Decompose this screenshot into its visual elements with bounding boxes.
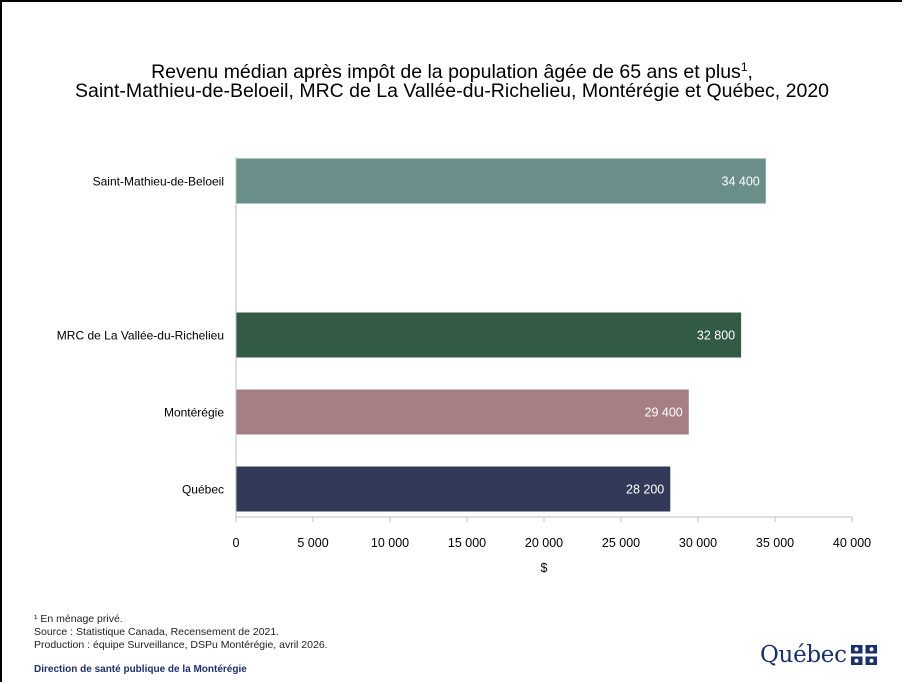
bar-value-label: 34 400	[722, 175, 760, 189]
bar-0	[236, 158, 766, 204]
chart-title-line1: Revenu médian après impôt de la populati…	[151, 60, 753, 83]
footnotes: ¹ En ménage privé. Source : Statistique …	[34, 613, 328, 652]
x-tick-label: 40 000	[833, 536, 871, 550]
chart-title-line2: Saint-Mathieu-de-Beloeil, MRC de La Vall…	[74, 80, 830, 102]
x-tick-label: 0	[233, 536, 240, 550]
x-tick-label: 35 000	[756, 536, 794, 550]
fleur-de-lis-flag-icon	[850, 645, 877, 665]
category-label: Montérégie	[164, 406, 224, 420]
x-axis-label: $	[541, 561, 548, 575]
bar-value-label: 32 800	[697, 329, 735, 343]
logo-text: Québec	[760, 642, 847, 668]
quebec-logo: Québec	[760, 642, 877, 668]
x-tick-label: 20 000	[525, 536, 563, 550]
footnote-source: Source : Statistique Canada, Recensement…	[34, 626, 280, 638]
title-footnote-mark: 1	[740, 60, 748, 74]
bar-1	[236, 312, 742, 358]
organization-name: Direction de santé publique de la Montér…	[34, 664, 247, 675]
x-tick-label: 15 000	[448, 536, 486, 550]
bar-3	[236, 466, 671, 512]
bar-2	[236, 389, 689, 435]
footnote-production: Production : équipe Surveillance, DSPu M…	[34, 639, 328, 651]
bar-chart: 34 400 Saint-Mathieu-de-Beloeil 32 800 MRC …	[57, 157, 871, 575]
x-tick-label: 30 000	[679, 536, 717, 550]
category-label: Saint-Mathieu-de-Beloeil	[93, 175, 224, 189]
category-label: MRC de La Vallée-du-Richelieu	[57, 329, 224, 343]
x-tick-label: 5 000	[297, 536, 328, 550]
bar-value-label: 29 400	[645, 406, 683, 420]
category-label: Québec	[182, 483, 224, 497]
footnote-private-household: ¹ En ménage privé.	[34, 613, 123, 625]
bar-value-label: 28 200	[626, 483, 664, 497]
x-tick-label: 25 000	[602, 536, 640, 550]
x-tick-label: 10 000	[371, 536, 409, 550]
